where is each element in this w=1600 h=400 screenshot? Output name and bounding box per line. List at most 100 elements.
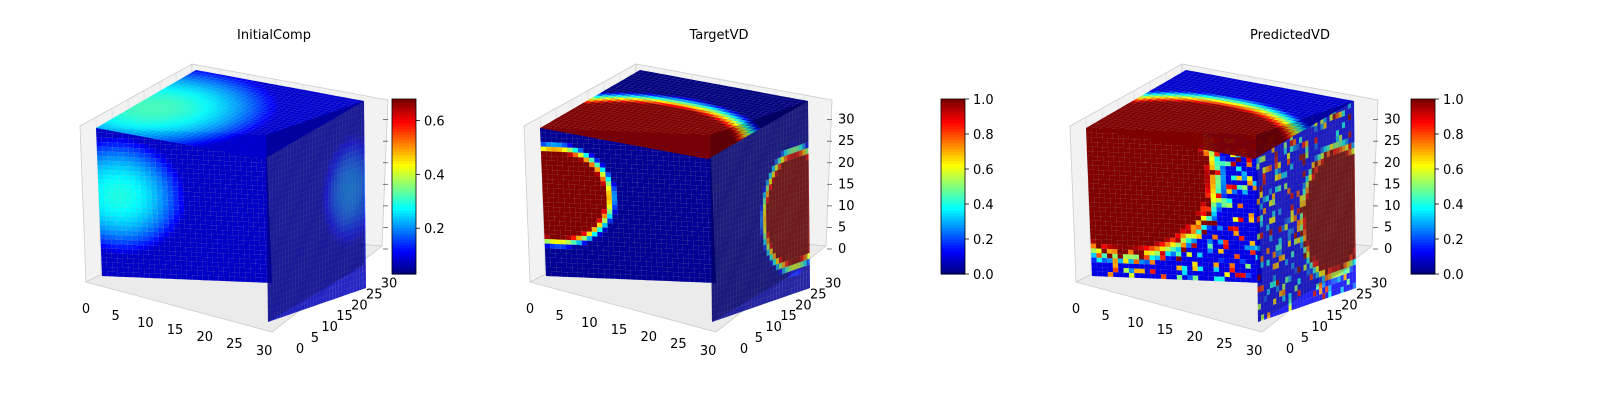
voxel-front xyxy=(661,243,668,249)
voxel-front xyxy=(254,235,260,242)
voxel-front xyxy=(243,235,250,241)
voxel-front xyxy=(625,269,631,276)
voxel-front xyxy=(107,146,114,152)
voxel-front xyxy=(600,190,607,196)
voxel-front xyxy=(692,226,699,232)
voxel-front xyxy=(98,197,105,203)
voxel-front xyxy=(117,137,124,144)
voxel-front xyxy=(704,273,711,279)
voxel-front xyxy=(553,202,560,208)
voxel-front xyxy=(554,230,561,236)
voxel-front xyxy=(240,170,247,176)
voxel-front xyxy=(193,182,200,188)
voxel-front xyxy=(111,248,118,254)
voxel-front xyxy=(259,245,266,251)
voxel-front xyxy=(198,178,205,184)
voxel-front xyxy=(597,241,604,247)
voxel-front xyxy=(557,170,564,176)
voxel-front xyxy=(144,152,151,159)
voxel-front xyxy=(187,163,194,170)
voxel-front xyxy=(684,156,691,163)
voxel-front xyxy=(217,257,224,263)
voxel-front xyxy=(136,217,143,223)
voxel-front xyxy=(245,161,252,167)
voxel-front xyxy=(113,174,120,180)
voxel-front xyxy=(154,144,161,150)
voxel-front xyxy=(582,272,589,278)
voxel-front xyxy=(239,258,245,264)
voxel-front xyxy=(242,203,248,209)
voxel-front xyxy=(602,227,609,233)
voxel-front xyxy=(599,153,606,159)
voxel-front xyxy=(671,230,678,236)
voxel-front xyxy=(672,271,679,277)
voxel-front xyxy=(252,194,259,200)
voxel-front xyxy=(166,181,173,187)
voxel-front xyxy=(197,270,203,276)
voxel-front xyxy=(133,267,140,274)
voxel-front xyxy=(114,197,121,204)
voxel-front xyxy=(171,167,178,174)
voxel-front xyxy=(257,185,264,191)
voxel-front xyxy=(117,262,124,268)
voxel-front xyxy=(615,167,622,174)
voxel-front xyxy=(210,206,217,212)
voxel-front xyxy=(155,153,162,159)
voxel-front xyxy=(603,264,610,270)
voxel-front xyxy=(558,193,565,199)
voxel-front xyxy=(242,217,249,223)
voxel-front xyxy=(650,243,657,249)
voxel-front xyxy=(660,234,667,240)
voxel-front xyxy=(678,272,685,278)
voxel-front xyxy=(111,243,117,250)
voxel-front xyxy=(674,170,680,176)
voxel-front xyxy=(138,272,145,278)
voxel-front xyxy=(649,215,656,221)
voxel-front xyxy=(134,171,141,177)
voxel-front xyxy=(198,169,205,175)
voxel-front xyxy=(250,157,257,163)
panel-title-targetvd: TargetVD xyxy=(688,28,748,43)
voxel-front xyxy=(230,188,237,194)
voxel-front xyxy=(221,220,228,226)
voxel-side xyxy=(766,295,771,304)
voxel-front xyxy=(572,267,578,273)
voxel-front xyxy=(681,216,688,222)
voxel-front xyxy=(97,160,103,166)
voxel-front xyxy=(148,250,155,256)
voxel-front xyxy=(254,249,261,255)
voxel-front xyxy=(687,244,694,250)
voxel-front xyxy=(680,207,687,213)
voxel-front xyxy=(216,215,222,222)
voxel-front xyxy=(179,223,186,229)
voxel-side xyxy=(745,303,749,311)
voxel-front xyxy=(150,171,157,177)
voxel-front xyxy=(116,253,123,259)
voxel-front xyxy=(632,182,639,188)
y-tick-label: 0 xyxy=(296,342,304,357)
voxel-front xyxy=(139,157,146,163)
voxel-front xyxy=(632,177,638,183)
voxel-front xyxy=(555,262,562,268)
voxel-front xyxy=(241,193,248,200)
voxel-front xyxy=(159,250,165,256)
voxel-front xyxy=(260,273,267,279)
voxel-front xyxy=(561,267,568,273)
voxel-front xyxy=(144,139,150,145)
voxel-side xyxy=(776,292,780,300)
voxel-front xyxy=(107,142,113,148)
voxel-front xyxy=(105,225,111,231)
voxel-front xyxy=(105,234,112,240)
voxel-front xyxy=(644,233,651,239)
voxel-front xyxy=(218,271,225,277)
voxel-front xyxy=(115,225,122,231)
voxel-front xyxy=(624,251,631,257)
voxel-front xyxy=(208,164,215,170)
voxel-front xyxy=(560,244,567,250)
voxel-front xyxy=(696,189,702,195)
voxel-side xyxy=(307,301,312,309)
voxel-front xyxy=(210,220,217,226)
voxel-front xyxy=(663,169,670,176)
voxel-front xyxy=(155,167,162,173)
voxel-front xyxy=(627,205,634,211)
